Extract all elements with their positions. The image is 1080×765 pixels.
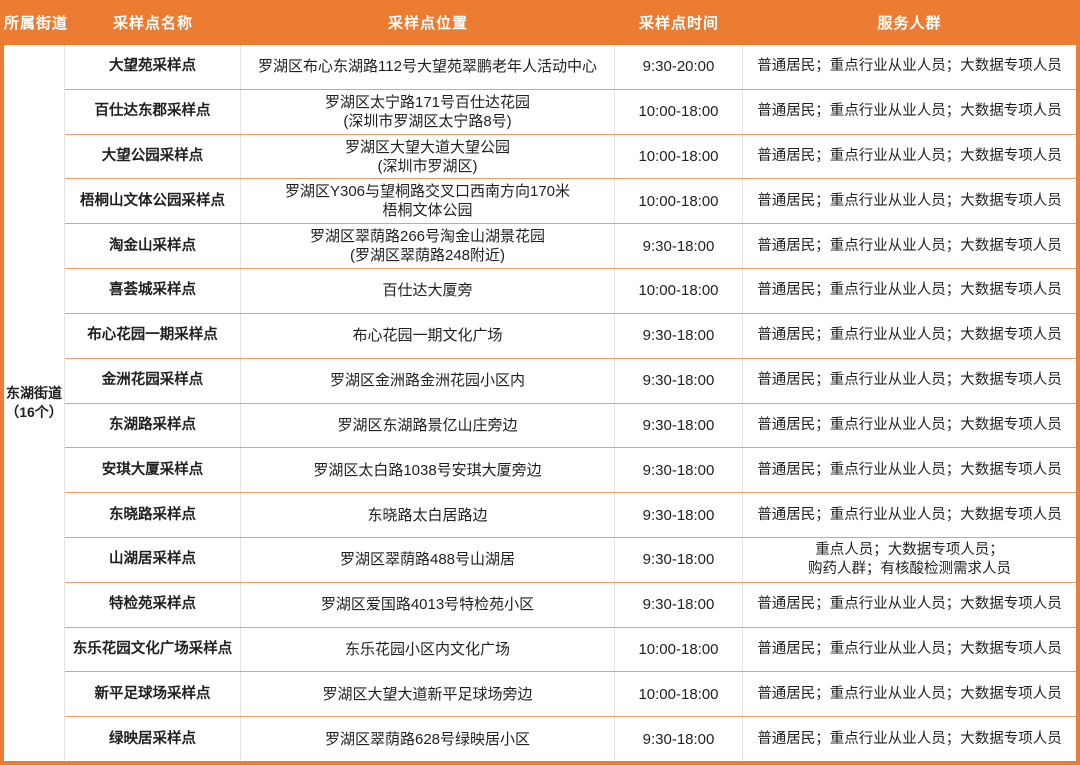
site-location-cell: 东晓路太白居路边	[241, 493, 615, 537]
site-time-cell: 10:00-18:00	[615, 179, 743, 224]
site-time-cell: 10:00-18:00	[615, 627, 743, 672]
service-group-cell: 普通居民；重点行业从业人员；大数据专项人员	[757, 148, 1062, 165]
header-site-location: 采样点位置	[387, 15, 468, 32]
table-row: 百仕达东郡采样点 罗湖区太宁路171号百仕达花园 (深圳市罗湖区太宁路8号) 10…	[65, 88, 1076, 134]
site-time-cell: 10:00-18:00	[615, 672, 743, 717]
table-row: 东湖路采样点 罗湖区东湖路景亿山庄旁边 9:30-18:00 普通居民；重点行业…	[65, 402, 1076, 448]
site-name-cell: 东乐花园文化广场采样点	[65, 627, 241, 672]
site-time-cell: 9:30-18:00	[615, 403, 743, 448]
header-street: 所属街道	[4, 15, 69, 32]
service-group-cell: 普通居民；重点行业从业人员；大数据专项人员	[757, 685, 1062, 702]
site-name-cell: 绿映居采样点	[65, 717, 241, 761]
site-time-cell: 9:30-18:00	[615, 448, 743, 493]
site-name-cell: 淘金山采样点	[65, 224, 241, 269]
service-group-cell: 普通居民；重点行业从业人员；大数据专项人员	[757, 596, 1062, 613]
header-site-name: 采样点名称	[112, 15, 193, 32]
site-name-cell: 大望公园采样点	[65, 134, 241, 179]
site-name-cell: 东晓路采样点	[65, 493, 241, 537]
service-group-cell: 普通居民；重点行业从业人员；大数据专项人员	[757, 282, 1062, 299]
table-row: 安琪大厦采样点 罗湖区太白路1038号安琪大厦旁边 9:30-18:00 普通居…	[65, 447, 1076, 493]
table-row: 山湖居采样点 罗湖区翠荫路488号山湖居 9:30-18:00 重点人员；大数据…	[65, 536, 1076, 582]
service-group-cell: 普通居民；重点行业从业人员；大数据专项人员	[757, 506, 1062, 523]
table-row: 大望苑采样点 罗湖区布心东湖路112号大望苑翠鹏老年人活动中心 9:30-20:…	[65, 45, 1076, 89]
service-group-cell: 普通居民；重点行业从业人员；大数据专项人员	[757, 192, 1062, 209]
service-group-cell: 普通居民；重点行业从业人员；大数据专项人员	[757, 237, 1062, 254]
site-name-cell: 百仕达东郡采样点	[65, 89, 241, 134]
site-name-cell: 喜荟城采样点	[65, 269, 241, 313]
service-group-cell: 普通居民；重点行业从业人员；大数据专项人员	[757, 640, 1062, 657]
site-time-cell: 9:30-18:00	[615, 537, 743, 582]
street-name: 东湖街道	[6, 385, 62, 401]
site-location-cell: 布心花园一期文化广场	[241, 313, 615, 358]
site-time-cell: 9:30-18:00	[615, 358, 743, 403]
site-time-cell: 10:00-18:00	[615, 134, 743, 179]
site-location-cell: 罗湖区布心东湖路112号大望苑翠鹏老年人活动中心	[241, 45, 615, 89]
site-name-cell: 梧桐山文体公园采样点	[65, 179, 241, 224]
site-location-cell: 罗湖区太白路1038号安琪大厦旁边	[241, 448, 615, 493]
header-service-group: 服务人群	[877, 15, 942, 32]
service-group-cell: 普通居民；重点行业从业人员；大数据专项人员	[757, 416, 1062, 433]
table-row: 新平足球场采样点 罗湖区大望大道新平足球场旁边 10:00-18:00 普通居民…	[65, 671, 1076, 717]
table-body: 东湖街道 （16个） 大望苑采样点 罗湖区布心东湖路112号大望苑翠鹏老年人活动…	[4, 45, 1076, 761]
site-time-cell: 10:00-18:00	[615, 269, 743, 313]
site-location-cell: 罗湖区大望大道大望公园 (深圳市罗湖区)	[241, 134, 615, 179]
site-name-cell: 布心花园一期采样点	[65, 313, 241, 358]
site-location-cell: 罗湖区Y306与望桐路交叉口西南方向170米 梧桐文体公园	[241, 179, 615, 224]
site-location-cell: 罗湖区东湖路景亿山庄旁边	[241, 403, 615, 448]
service-group-cell: 重点人员；大数据专项人员； 购药人群；有核酸检测需求人员	[808, 541, 1011, 577]
table-header-row: 所属街道 采样点名称 采样点位置 采样点时间 服务人群	[4, 0, 1076, 45]
service-group-cell: 普通居民；重点行业从业人员；大数据专项人员	[757, 103, 1062, 120]
site-name-cell: 山湖居采样点	[65, 537, 241, 582]
site-location-cell: 罗湖区爱国路4013号特检苑小区	[241, 582, 615, 627]
site-location-cell: 东乐花园小区内文化广场	[241, 627, 615, 672]
site-name-cell: 新平足球场采样点	[65, 672, 241, 717]
site-location-cell: 罗湖区翠荫路266号淘金山湖景花园 (罗湖区翠荫路248附近)	[241, 224, 615, 269]
site-time-cell: 9:30-18:00	[615, 493, 743, 537]
site-name-cell: 东湖路采样点	[65, 403, 241, 448]
street-merged-cell: 东湖街道 （16个）	[4, 45, 65, 761]
site-time-cell: 9:30-18:00	[615, 582, 743, 627]
site-location-cell: 罗湖区大望大道新平足球场旁边	[241, 672, 615, 717]
service-group-cell: 普通居民；重点行业从业人员；大数据专项人员	[757, 730, 1062, 747]
table-row: 大望公园采样点 罗湖区大望大道大望公园 (深圳市罗湖区) 10:00-18:00 …	[65, 133, 1076, 179]
site-name-cell: 大望苑采样点	[65, 45, 241, 89]
site-location-cell: 罗湖区翠荫路488号山湖居	[241, 537, 615, 582]
site-time-cell: 10:00-18:00	[615, 89, 743, 134]
service-group-cell: 普通居民；重点行业从业人员；大数据专项人员	[757, 58, 1062, 75]
site-location-cell: 罗湖区翠荫路628号绿映居小区	[241, 717, 615, 761]
site-location-cell: 罗湖区太宁路171号百仕达花园 (深圳市罗湖区太宁路8号)	[241, 89, 615, 134]
header-site-time: 采样点时间	[638, 15, 719, 32]
service-group-cell: 普通居民；重点行业从业人员；大数据专项人员	[757, 461, 1062, 478]
table-row: 东乐花园文化广场采样点 东乐花园小区内文化广场 10:00-18:00 普通居民…	[65, 626, 1076, 672]
table-row: 特检苑采样点 罗湖区爱国路4013号特检苑小区 9:30-18:00 普通居民；…	[65, 581, 1076, 627]
table-row: 梧桐山文体公园采样点 罗湖区Y306与望桐路交叉口西南方向170米 梧桐文体公园 …	[65, 178, 1076, 224]
service-group-cell: 普通居民；重点行业从业人员；大数据专项人员	[757, 327, 1062, 344]
table-rows: 大望苑采样点 罗湖区布心东湖路112号大望苑翠鹏老年人活动中心 9:30-20:…	[65, 45, 1076, 761]
site-time-cell: 9:30-18:00	[615, 717, 743, 761]
service-group-cell: 普通居民；重点行业从业人员；大数据专项人员	[757, 372, 1062, 389]
table-row: 布心花园一期采样点 布心花园一期文化广场 9:30-18:00 普通居民；重点行…	[65, 312, 1076, 358]
table-row: 淘金山采样点 罗湖区翠荫路266号淘金山湖景花园 (罗湖区翠荫路248附近) 9:…	[65, 223, 1076, 269]
site-name-cell: 金洲花园采样点	[65, 358, 241, 403]
site-time-cell: 9:30-18:00	[615, 224, 743, 269]
site-time-cell: 9:30-18:00	[615, 313, 743, 358]
site-location-cell: 罗湖区金洲路金洲花园小区内	[241, 358, 615, 403]
site-name-cell: 特检苑采样点	[65, 582, 241, 627]
table-row: 金洲花园采样点 罗湖区金洲路金洲花园小区内 9:30-18:00 普通居民；重点…	[65, 357, 1076, 403]
table-row: 喜荟城采样点 百仕达大厦旁 10:00-18:00 普通居民；重点行业从业人员；…	[65, 268, 1076, 313]
table-row: 东晓路采样点 东晓路太白居路边 9:30-18:00 普通居民；重点行业从业人员…	[65, 492, 1076, 537]
site-time-cell: 9:30-20:00	[615, 45, 743, 89]
street-count: （16个）	[5, 404, 63, 420]
table-row: 绿映居采样点 罗湖区翠荫路628号绿映居小区 9:30-18:00 普通居民；重…	[65, 716, 1076, 761]
site-location-cell: 百仕达大厦旁	[241, 269, 615, 313]
site-name-cell: 安琪大厦采样点	[65, 448, 241, 493]
